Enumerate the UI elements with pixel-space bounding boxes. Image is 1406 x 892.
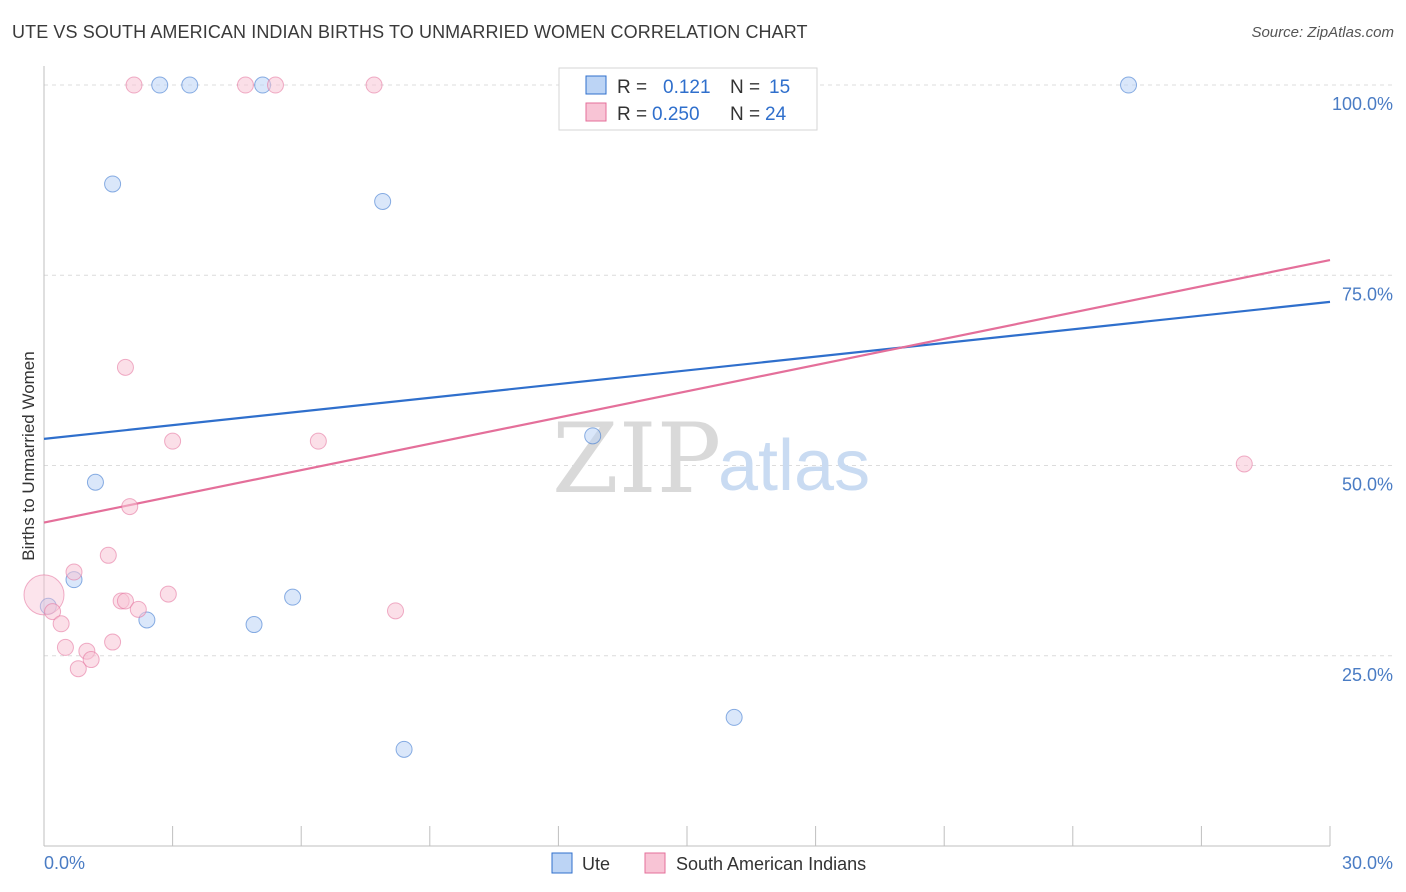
sai-point <box>164 432 182 450</box>
sai-point <box>52 615 70 633</box>
sai-point <box>309 432 327 450</box>
gridlines <box>44 84 1395 657</box>
bottom-legend-swatch-ute <box>551 852 573 874</box>
legend-r-value-sai: 0.250 <box>652 104 700 125</box>
sai-point <box>116 592 134 610</box>
ute-point <box>104 175 122 193</box>
ute-point <box>374 192 392 210</box>
y-tick-label: 25.0% <box>1342 665 1393 685</box>
y-tick-label: 75.0% <box>1342 284 1393 304</box>
sai-point <box>387 602 405 620</box>
sai-point <box>121 498 139 516</box>
bottom-legend-swatch-sai <box>644 852 666 874</box>
ute-point <box>181 76 199 94</box>
sai-point <box>365 76 383 94</box>
bottom-legend-label-ute: Ute <box>582 854 610 874</box>
sai-trendline <box>43 258 1331 524</box>
points <box>23 76 1253 758</box>
legend-r-value-ute: 0.121 <box>663 77 711 98</box>
sai-point <box>1235 455 1253 473</box>
ute-point <box>584 427 602 445</box>
axes <box>43 66 1331 847</box>
y-axis-label: Births to Unmarried Women <box>19 351 38 560</box>
sai-point <box>104 633 122 651</box>
ute-point <box>395 740 413 758</box>
bottom-legend-label-sai: South American Indians <box>676 854 866 874</box>
ute-point <box>284 588 302 606</box>
sai-point <box>82 651 100 669</box>
watermark-atlas: atlas <box>718 426 870 506</box>
sai-point <box>125 76 143 94</box>
sai-point <box>56 638 74 656</box>
sai-point <box>69 660 87 678</box>
sai-point <box>266 76 284 94</box>
y-tick-label: 100.0% <box>1332 94 1393 114</box>
trendlines <box>43 258 1331 524</box>
sai-point <box>116 358 134 376</box>
legend-n-label-sai: N = <box>730 104 760 125</box>
sai-point <box>99 546 117 564</box>
x-tick-label: 30.0% <box>1342 853 1393 873</box>
sai-point <box>236 76 254 94</box>
ute-point <box>725 708 743 726</box>
source-label: Source: ZipAtlas.com <box>1251 24 1394 41</box>
ute-point <box>151 76 169 94</box>
legend-n-value-ute: 15 <box>769 77 790 98</box>
chart-title: UTE VS SOUTH AMERICAN INDIAN BIRTHS TO U… <box>12 22 808 42</box>
y-tick-labels: 25.0% 50.0% 75.0% 100.0% <box>1332 94 1393 685</box>
ute-trendline <box>43 300 1331 440</box>
sai-point <box>129 600 147 618</box>
legend: R = 0.121 N = 15 R = 0.250 N = 24 <box>558 67 818 131</box>
bottom-legend: Ute South American Indians <box>551 852 866 874</box>
sai-point <box>159 585 177 603</box>
legend-r-label-sai: R = <box>617 104 647 125</box>
legend-swatch-ute <box>585 75 607 95</box>
ute-point <box>86 473 104 491</box>
sai-point <box>44 603 62 621</box>
legend-swatch-sai <box>585 102 607 122</box>
x-tick-label: 0.0% <box>44 853 85 873</box>
legend-n-label-ute: N = <box>730 77 760 98</box>
watermark-zip: ZIP <box>552 403 721 515</box>
ute-point <box>245 616 263 634</box>
y-tick-label: 50.0% <box>1342 475 1393 495</box>
sai-point <box>65 563 83 581</box>
legend-r-label-ute: R = <box>617 77 647 98</box>
legend-n-value-sai: 24 <box>765 104 787 125</box>
x-tick-labels: 0.0% 30.0% <box>44 853 1393 873</box>
ute-point <box>1120 76 1138 94</box>
